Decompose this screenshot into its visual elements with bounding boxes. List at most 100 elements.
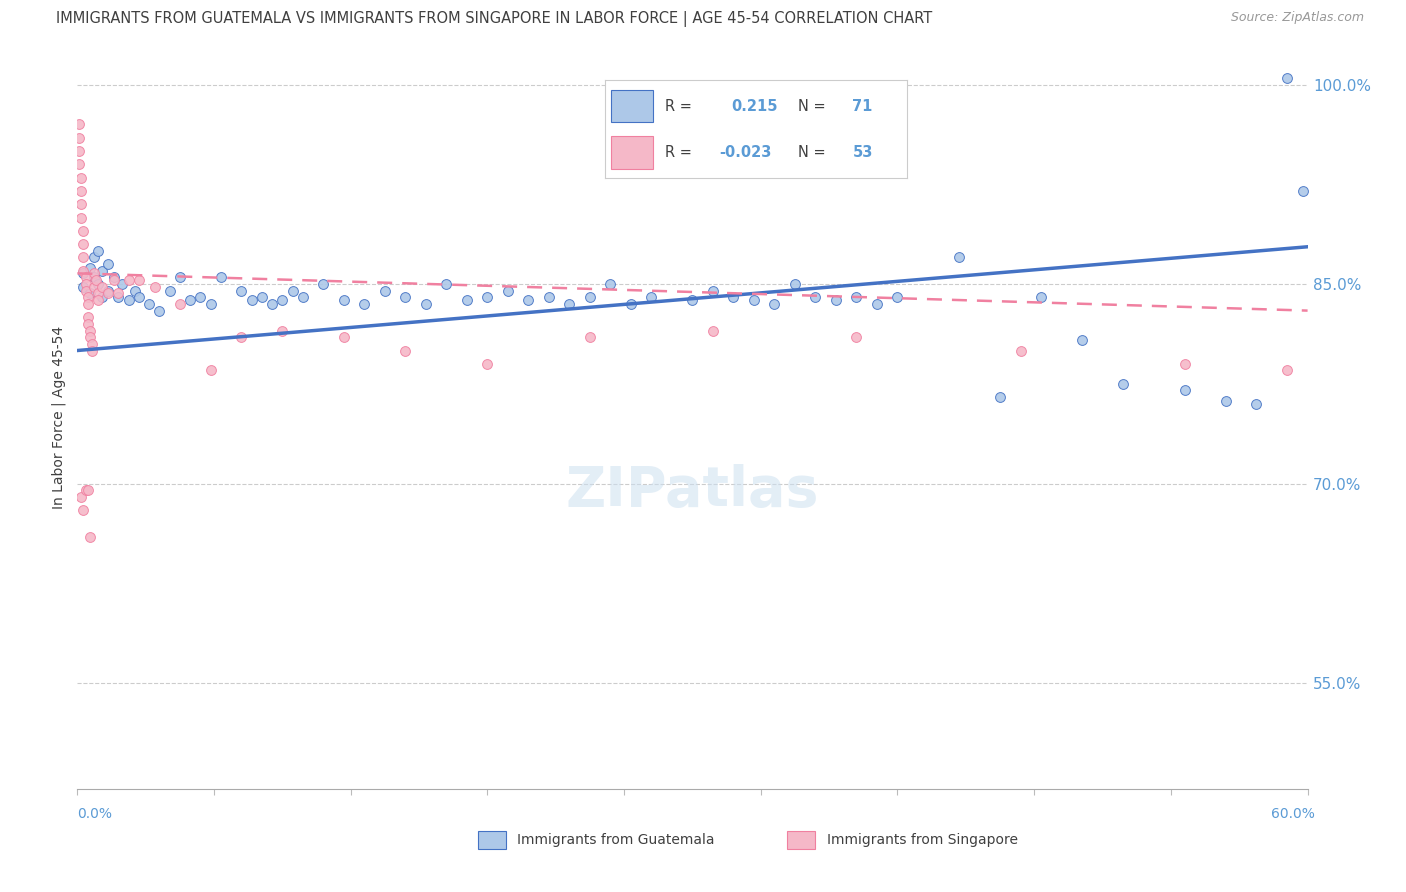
Point xyxy=(76,297,98,311)
Point xyxy=(456,293,478,307)
Point xyxy=(1112,376,1135,391)
Point xyxy=(138,297,160,311)
Point xyxy=(804,290,827,304)
Point xyxy=(103,273,125,287)
Point xyxy=(1071,333,1094,347)
Point xyxy=(79,530,101,544)
Point xyxy=(312,277,335,291)
Text: 71: 71 xyxy=(852,99,873,114)
Point xyxy=(80,343,103,358)
Point xyxy=(1174,384,1197,398)
Point xyxy=(87,244,110,258)
Point xyxy=(84,273,107,287)
Y-axis label: In Labor Force | Age 45-54: In Labor Force | Age 45-54 xyxy=(52,326,66,508)
Point xyxy=(72,266,94,280)
Point xyxy=(1010,343,1032,358)
Point xyxy=(353,297,375,311)
Point xyxy=(1174,357,1197,371)
Point xyxy=(76,290,98,304)
Text: N =: N = xyxy=(799,99,825,114)
Point xyxy=(579,330,602,344)
Point xyxy=(1275,363,1298,377)
Point xyxy=(496,284,519,298)
Point xyxy=(271,293,294,307)
Point xyxy=(1215,394,1237,409)
Point xyxy=(76,310,98,325)
Point xyxy=(75,284,97,298)
Point xyxy=(200,363,222,377)
Point xyxy=(117,273,139,287)
Point xyxy=(333,293,356,307)
Point xyxy=(188,290,212,304)
Point xyxy=(79,261,101,276)
Point xyxy=(209,270,232,285)
Point xyxy=(97,257,120,271)
Point xyxy=(83,270,105,285)
Point xyxy=(599,277,621,291)
Point xyxy=(79,330,101,344)
Text: 60.0%: 60.0% xyxy=(1271,807,1315,822)
Point xyxy=(620,297,643,311)
Point xyxy=(179,293,201,307)
Point xyxy=(67,117,90,131)
Point xyxy=(866,297,889,311)
Point xyxy=(97,286,120,301)
Point xyxy=(1292,184,1315,198)
Point xyxy=(90,263,114,277)
Point xyxy=(169,297,191,311)
Text: R =: R = xyxy=(665,145,692,160)
Text: ZIPatlas: ZIPatlas xyxy=(565,465,820,518)
Point xyxy=(76,483,98,498)
Point xyxy=(90,290,114,304)
Point xyxy=(537,290,560,304)
Point xyxy=(143,279,166,293)
Point xyxy=(97,284,120,298)
Point xyxy=(240,293,263,307)
Point xyxy=(75,277,97,291)
Text: Source: ZipAtlas.com: Source: ZipAtlas.com xyxy=(1230,11,1364,24)
Text: 0.0%: 0.0% xyxy=(77,807,112,822)
Point xyxy=(783,277,806,291)
Point xyxy=(159,284,181,298)
FancyBboxPatch shape xyxy=(610,136,652,169)
Point xyxy=(291,290,314,304)
Point xyxy=(72,263,94,277)
Point xyxy=(70,170,93,185)
Point xyxy=(128,273,150,287)
Point xyxy=(111,277,134,291)
Point xyxy=(76,317,98,331)
Point xyxy=(845,290,868,304)
Text: Immigrants from Guatemala: Immigrants from Guatemala xyxy=(517,833,714,847)
Point xyxy=(415,297,437,311)
Point xyxy=(83,266,105,280)
Point xyxy=(1246,397,1268,411)
Text: N =: N = xyxy=(799,145,825,160)
Point xyxy=(107,290,129,304)
Point xyxy=(579,290,602,304)
Point xyxy=(682,293,704,307)
Point xyxy=(723,290,745,304)
Point xyxy=(333,330,356,344)
Point xyxy=(169,270,191,285)
Point xyxy=(79,324,101,338)
Point xyxy=(75,483,97,498)
Text: IMMIGRANTS FROM GUATEMALA VS IMMIGRANTS FROM SINGAPORE IN LABOR FORCE | AGE 45-5: IMMIGRANTS FROM GUATEMALA VS IMMIGRANTS … xyxy=(56,11,932,27)
Point xyxy=(231,330,253,344)
Point xyxy=(436,277,458,291)
Text: -0.023: -0.023 xyxy=(720,145,772,160)
Point xyxy=(825,293,848,307)
Point xyxy=(83,251,105,265)
Point xyxy=(702,324,724,338)
Point xyxy=(271,324,294,338)
Point xyxy=(70,490,93,504)
Point xyxy=(67,157,90,171)
Point xyxy=(558,297,581,311)
Point xyxy=(87,286,110,301)
Point xyxy=(79,286,101,301)
Point xyxy=(72,224,94,238)
Point xyxy=(886,290,908,304)
Point xyxy=(72,251,94,265)
Text: R =: R = xyxy=(665,99,692,114)
Point xyxy=(75,270,97,285)
Point xyxy=(72,279,94,293)
